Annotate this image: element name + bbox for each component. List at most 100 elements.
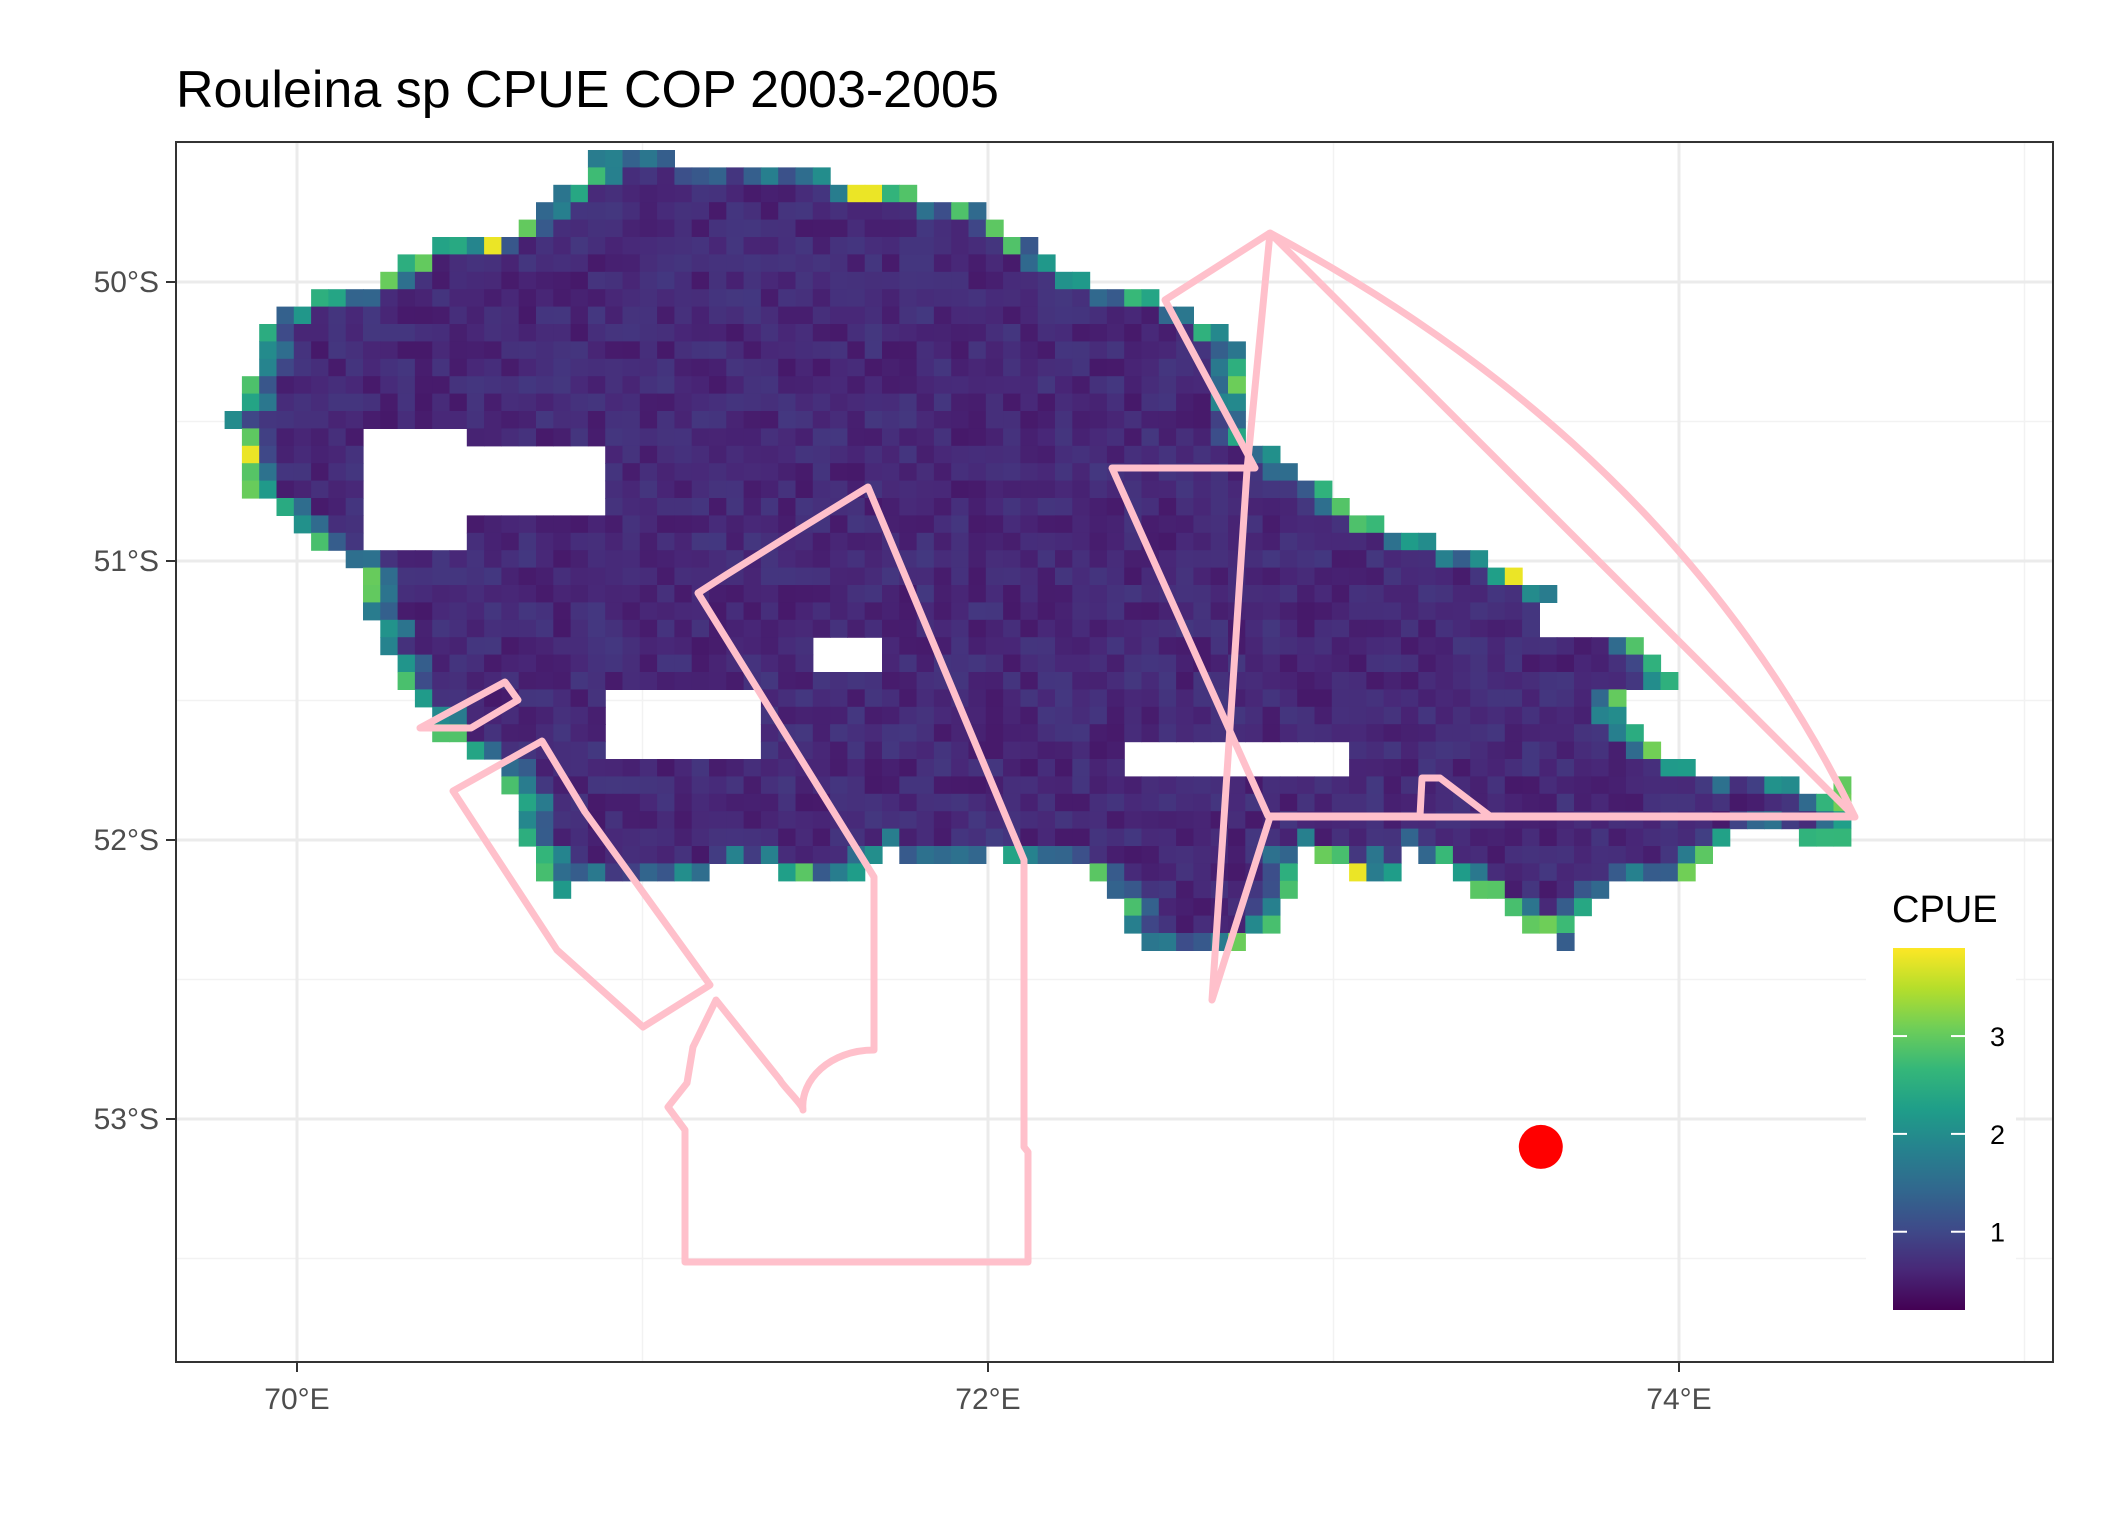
cpue-cell [1055,602,1073,621]
cpue-cell [968,706,987,725]
cpue-cell [899,393,918,412]
cpue-cell [1245,498,1264,516]
cpue-cell [570,828,589,847]
cpue-cell [1262,637,1281,656]
cpue-cell [536,237,554,255]
cpue-cell [259,480,278,499]
cpue-cell [1072,689,1091,708]
cpue-cell [553,619,572,638]
cpue-cell [622,393,641,412]
cpue-cell [985,289,1004,308]
cpue-cell [1487,846,1506,864]
panel-border [175,141,2054,1363]
cpue-cell [380,567,399,586]
cpue-cell [1245,515,1264,534]
cpue-cell [1003,393,1021,412]
cpue-cell [1574,724,1592,743]
cpue-cell [899,637,918,656]
cpue-cell [1452,706,1471,725]
cpue-cell [536,724,554,743]
cpue-cell [605,498,624,516]
cpue-cell [778,689,797,708]
cpue-cell [795,532,814,551]
cpue-cell [1124,550,1143,569]
cpue-cell [968,463,987,482]
cpue-cell [1435,672,1454,690]
cpue-cell [691,567,710,586]
cpue-cell [985,550,1004,569]
cpue-cell [1660,846,1679,864]
cpue-cell [587,846,606,864]
cpue-cell [882,306,900,325]
cpue-cell [1366,846,1385,864]
cpue-cell [501,654,520,673]
cpue-cell [795,637,814,656]
cpue-cell [1452,863,1471,882]
cpue-cell [1487,619,1506,638]
cpue-cell [397,254,416,273]
cpue-cell [882,811,900,830]
cpue-cell [1522,585,1540,603]
cpue-cell [830,846,848,864]
cpue-cell [916,550,935,569]
cpue-cell [795,567,814,586]
cpue-cell [1279,532,1298,551]
cpue-cell [674,637,693,656]
cpue-cell [1037,776,1056,795]
cpue-cell [830,324,848,342]
cpue-cell [916,654,935,673]
cpue-cell [812,602,831,621]
cpue-cell [1556,637,1575,656]
cpue-cell [536,271,554,290]
cpue-cell [484,324,502,342]
cpue-cell [622,532,641,551]
cpue-cell [847,341,866,360]
cpue-cell [916,811,935,830]
cpue-cell [933,532,952,551]
cpue-cell [311,463,329,482]
cpue-cell [674,445,693,464]
cpue-cell [1158,498,1177,516]
cpue-cell [1504,724,1523,743]
cpue-cell [311,393,329,412]
cpue-cell [812,202,831,221]
cpue-cell [899,445,918,464]
cpue-cell [760,776,779,795]
cpue-cell [1487,793,1506,812]
cpue-cell [587,759,606,777]
cpue-cell [1141,776,1160,795]
cpue-cell [553,411,572,429]
cpue-cell [345,411,364,429]
cpue-cell [1193,776,1212,795]
cpue-cell [795,271,814,290]
cpue-cell [1193,567,1212,586]
cpue-cell [743,254,762,273]
cpue-cell [639,167,658,186]
cpue-cell [1314,619,1333,638]
cpue-cell [1401,741,1419,760]
cpue-cell [1487,828,1506,847]
cpue-cell [1089,411,1108,429]
cpue-cell [691,289,710,308]
cpue-cell [864,828,883,847]
cpue-cell [1158,619,1177,638]
cpue-cell [1003,445,1021,464]
cpue-cell [1625,863,1644,882]
cpue-cell [397,672,416,690]
cpue-cell [709,846,727,864]
cpue-cell [587,776,606,795]
cpue-cell [1228,811,1246,830]
cpue-cell [743,341,762,360]
cpue-cell [622,585,641,603]
cpue-cell [1089,532,1108,551]
cpue-cell [311,289,329,308]
cpue-cell [1124,358,1143,377]
cpue-cell [812,445,831,464]
cpue-cell [605,585,624,603]
cpue-cell [449,271,468,290]
cpue-cell [760,358,779,377]
cpue-cell [639,602,658,621]
cpue-cell [1020,411,1039,429]
cpue-cell [449,237,468,255]
cpue-cell [1072,515,1091,534]
